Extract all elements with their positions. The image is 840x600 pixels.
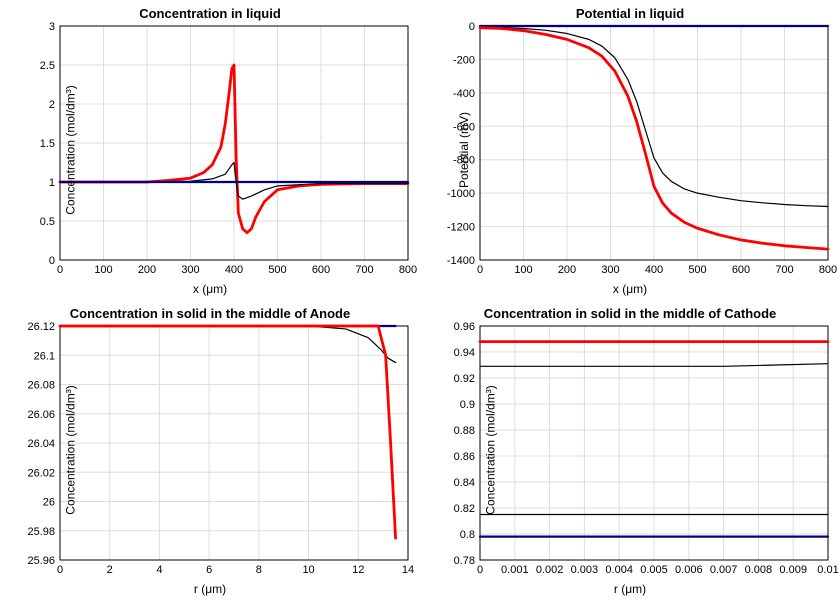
panel-title: Concentration in liquid <box>0 6 420 21</box>
svg-text:10: 10 <box>302 564 314 576</box>
svg-text:0.9: 0.9 <box>460 399 475 411</box>
panel-potential-liquid: Potential in liquid Potential (mV) x (μm… <box>420 0 840 300</box>
plot-potential-liquid: 0100200300400500600700800-1400-1200-1000… <box>480 26 828 260</box>
svg-text:0.001: 0.001 <box>501 564 529 576</box>
panel-ylabel: Concentration (mol/dm³) <box>64 385 78 514</box>
svg-text:12: 12 <box>352 564 364 576</box>
svg-text:0.92: 0.92 <box>454 373 475 385</box>
svg-text:200: 200 <box>558 264 576 276</box>
svg-text:0.96: 0.96 <box>454 321 475 333</box>
svg-text:300: 300 <box>601 264 619 276</box>
panel-xlabel: r (μm) <box>0 582 420 596</box>
panel-xlabel: r (μm) <box>420 582 840 596</box>
panel-ylabel: Potential (mV) <box>457 112 471 188</box>
svg-text:500: 500 <box>688 264 706 276</box>
svg-text:-1400: -1400 <box>447 255 475 267</box>
svg-text:200: 200 <box>138 264 156 276</box>
svg-text:0.002: 0.002 <box>536 564 564 576</box>
svg-text:2.5: 2.5 <box>40 60 55 72</box>
svg-text:26.1: 26.1 <box>34 350 55 362</box>
svg-text:0.004: 0.004 <box>605 564 633 576</box>
svg-text:14: 14 <box>402 564 414 576</box>
svg-text:1.5: 1.5 <box>40 138 55 150</box>
svg-text:-200: -200 <box>453 54 475 66</box>
svg-text:0.008: 0.008 <box>745 564 773 576</box>
svg-text:800: 800 <box>819 264 837 276</box>
svg-text:-1200: -1200 <box>447 222 475 234</box>
plot-concentration-liquid: 010020030040050060070080000.511.522.53 <box>60 26 408 260</box>
panel-concentration-liquid: Concentration in liquid Concentration (m… <box>0 0 420 300</box>
svg-text:-1000: -1000 <box>447 188 475 200</box>
svg-text:3: 3 <box>49 21 55 33</box>
svg-text:8: 8 <box>256 564 262 576</box>
svg-text:0.94: 0.94 <box>454 347 475 359</box>
plot-concentration-anode: 0246810121425.9625.982626.0226.0426.0626… <box>60 326 408 560</box>
panel-title: Potential in liquid <box>420 6 840 21</box>
svg-text:4: 4 <box>156 564 162 576</box>
svg-text:0.86: 0.86 <box>454 451 475 463</box>
panel-concentration-anode: Concentration in solid in the middle of … <box>0 300 420 600</box>
svg-text:0.82: 0.82 <box>454 503 475 515</box>
panel-xlabel: x (μm) <box>0 282 420 296</box>
svg-text:300: 300 <box>181 264 199 276</box>
svg-text:600: 600 <box>312 264 330 276</box>
svg-text:26.12: 26.12 <box>27 321 55 333</box>
svg-text:0.007: 0.007 <box>710 564 738 576</box>
svg-text:0.5: 0.5 <box>40 216 55 228</box>
svg-text:1: 1 <box>49 177 55 189</box>
svg-text:0.78: 0.78 <box>454 555 475 567</box>
svg-text:-400: -400 <box>453 88 475 100</box>
svg-text:0: 0 <box>469 21 475 33</box>
svg-text:2: 2 <box>49 99 55 111</box>
svg-text:100: 100 <box>514 264 532 276</box>
svg-text:0: 0 <box>477 564 483 576</box>
svg-text:26.04: 26.04 <box>27 438 55 450</box>
svg-text:0.003: 0.003 <box>571 564 599 576</box>
svg-text:0.005: 0.005 <box>640 564 668 576</box>
svg-text:0.006: 0.006 <box>675 564 703 576</box>
svg-text:0: 0 <box>477 264 483 276</box>
svg-text:26: 26 <box>43 497 55 509</box>
panel-concentration-cathode: Concentration in solid in the middle of … <box>420 300 840 600</box>
panel-ylabel: Concentration (mol/dm³) <box>64 85 78 214</box>
svg-text:0: 0 <box>57 264 63 276</box>
panel-title: Concentration in solid in the middle of … <box>0 306 420 321</box>
plot-concentration-cathode: 00.0010.0020.0030.0040.0050.0060.0070.00… <box>480 326 828 560</box>
svg-text:0.009: 0.009 <box>779 564 807 576</box>
svg-text:2: 2 <box>107 564 113 576</box>
svg-text:6: 6 <box>206 564 212 576</box>
svg-text:700: 700 <box>355 264 373 276</box>
chart-grid: Concentration in liquid Concentration (m… <box>0 0 840 600</box>
svg-text:26.08: 26.08 <box>27 380 55 392</box>
svg-text:800: 800 <box>399 264 417 276</box>
svg-text:400: 400 <box>645 264 663 276</box>
svg-text:0: 0 <box>57 564 63 576</box>
panel-ylabel: Concentration (mol/dm³) <box>484 385 498 514</box>
svg-text:700: 700 <box>775 264 793 276</box>
svg-text:500: 500 <box>268 264 286 276</box>
svg-text:26.06: 26.06 <box>27 409 55 421</box>
svg-text:400: 400 <box>225 264 243 276</box>
panel-xlabel: x (μm) <box>420 282 840 296</box>
svg-text:0.8: 0.8 <box>460 529 475 541</box>
panel-title: Concentration in solid in the middle of … <box>420 306 840 321</box>
svg-text:0.01: 0.01 <box>817 564 838 576</box>
svg-text:100: 100 <box>94 264 112 276</box>
svg-text:0.88: 0.88 <box>454 425 475 437</box>
svg-text:0.84: 0.84 <box>454 477 475 489</box>
svg-text:25.96: 25.96 <box>27 555 55 567</box>
svg-text:0: 0 <box>49 255 55 267</box>
svg-text:25.98: 25.98 <box>27 526 55 538</box>
svg-text:600: 600 <box>732 264 750 276</box>
svg-text:26.02: 26.02 <box>27 467 55 479</box>
